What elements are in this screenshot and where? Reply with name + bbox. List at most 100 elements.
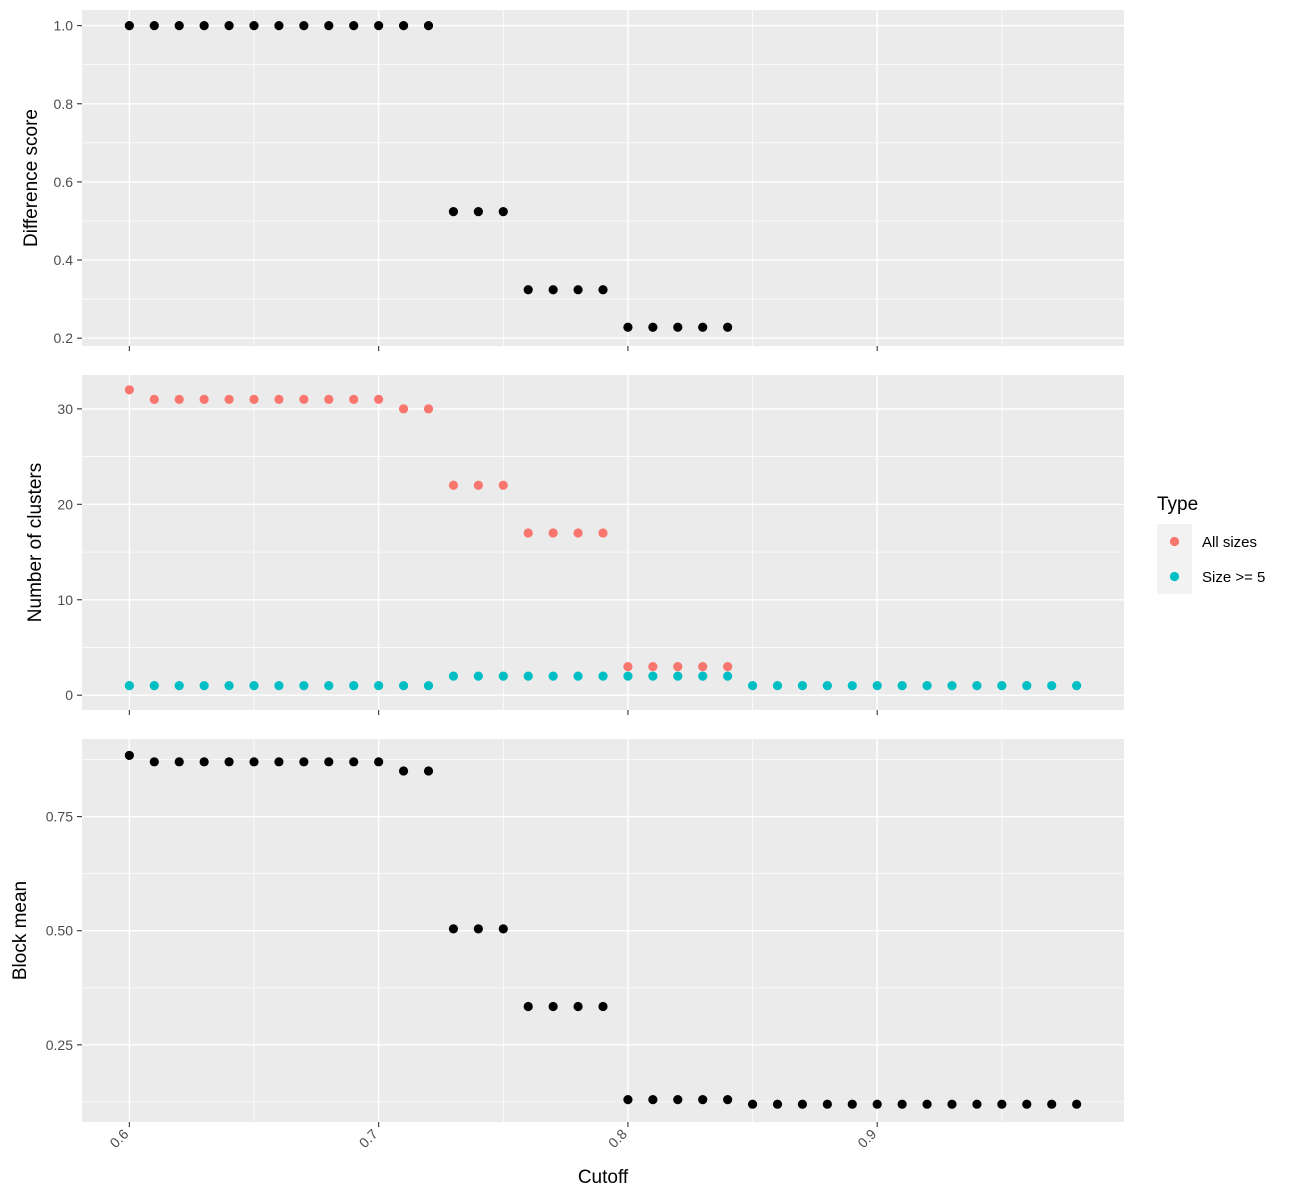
data-point	[324, 394, 334, 404]
x-tick-label: 0.7	[356, 1126, 381, 1151]
data-point	[224, 757, 234, 767]
data-point	[149, 681, 159, 691]
data-point	[897, 1099, 907, 1109]
y-tick-label: 0.8	[54, 96, 74, 112]
x-tick-label: 0.9	[854, 1126, 879, 1151]
data-point	[473, 480, 483, 490]
data-point	[324, 757, 334, 767]
data-point	[299, 21, 309, 31]
data-point	[972, 1099, 982, 1109]
data-point	[274, 757, 284, 767]
data-point	[349, 757, 359, 767]
data-point	[648, 661, 658, 672]
y-tick-label: 0.4	[54, 252, 74, 268]
data-point	[523, 671, 533, 681]
data-point	[224, 21, 234, 31]
data-point	[548, 285, 558, 295]
data-point	[423, 766, 434, 776]
data-point	[623, 661, 633, 672]
data-point	[1047, 1099, 1057, 1109]
data-point	[349, 394, 359, 404]
data-point	[324, 21, 334, 31]
data-point	[523, 528, 533, 538]
data-point	[747, 1099, 758, 1109]
data-point	[199, 681, 209, 691]
data-point	[249, 681, 259, 691]
data-point	[498, 207, 508, 217]
data-point	[199, 394, 209, 404]
data-point	[623, 671, 633, 681]
legend-label: All sizes	[1202, 534, 1257, 551]
data-point	[723, 322, 733, 332]
data-point	[398, 681, 409, 691]
data-point	[523, 285, 533, 295]
data-point	[174, 21, 184, 31]
legend-entries: All sizes Size >= 5	[1157, 524, 1265, 594]
y-tick-label: 30	[57, 401, 73, 417]
data-point	[1022, 1099, 1032, 1109]
data-point	[398, 404, 409, 414]
data-point	[1022, 681, 1032, 691]
data-point	[548, 671, 558, 681]
data-point	[349, 681, 359, 691]
data-point	[1072, 681, 1082, 691]
data-point	[872, 1099, 882, 1109]
data-point	[274, 681, 284, 691]
data-point	[723, 1095, 733, 1105]
data-point	[174, 681, 184, 691]
data-point	[149, 757, 159, 767]
data-point	[997, 1099, 1007, 1109]
data-point	[648, 671, 658, 681]
data-point	[573, 285, 583, 295]
data-point	[249, 394, 259, 404]
y-tick-label: 20	[57, 496, 73, 512]
data-point	[299, 681, 309, 691]
legend-label: Size >= 5	[1202, 569, 1265, 586]
series-1	[124, 750, 1082, 1109]
legend-title: Type	[1157, 494, 1198, 515]
data-point	[498, 480, 508, 490]
y-tick-label: 0	[65, 687, 73, 703]
data-point	[872, 681, 882, 691]
data-point	[698, 1095, 708, 1105]
data-point	[698, 671, 708, 681]
data-point	[124, 21, 134, 31]
data-point	[523, 1001, 533, 1012]
data-point	[548, 528, 558, 538]
data-point	[174, 757, 184, 767]
data-point	[174, 394, 184, 404]
data-point	[822, 1099, 832, 1109]
x-tick-labels: 0.6 0.7 0.8 0.9	[106, 1126, 879, 1151]
data-point	[299, 757, 309, 767]
data-point	[324, 681, 334, 691]
data-point	[598, 1001, 608, 1012]
data-point	[199, 757, 209, 767]
data-point	[598, 285, 608, 295]
data-point	[673, 1095, 683, 1105]
y-tick-label: 1.0	[54, 18, 74, 34]
data-point	[648, 322, 658, 332]
data-point	[374, 757, 384, 767]
legend: Type All sizes Size >= 5	[1157, 494, 1265, 594]
data-point	[897, 681, 907, 691]
series-1	[124, 385, 733, 672]
data-point	[423, 21, 434, 31]
y-axis-title: Number of clusters	[25, 463, 46, 622]
data-point	[573, 528, 583, 538]
data-point	[448, 207, 459, 217]
data-point	[573, 671, 583, 681]
data-point	[374, 681, 384, 691]
data-point	[423, 681, 434, 691]
data-point	[1072, 1099, 1082, 1109]
data-point	[498, 924, 508, 934]
x-tick-label: 0.6	[106, 1126, 131, 1151]
data-point	[124, 681, 134, 691]
data-point	[972, 681, 982, 691]
data-point	[349, 21, 359, 31]
data-point	[698, 322, 708, 332]
data-point	[398, 21, 409, 31]
series-1	[124, 21, 733, 332]
data-point	[598, 528, 608, 538]
data-point	[623, 322, 633, 332]
